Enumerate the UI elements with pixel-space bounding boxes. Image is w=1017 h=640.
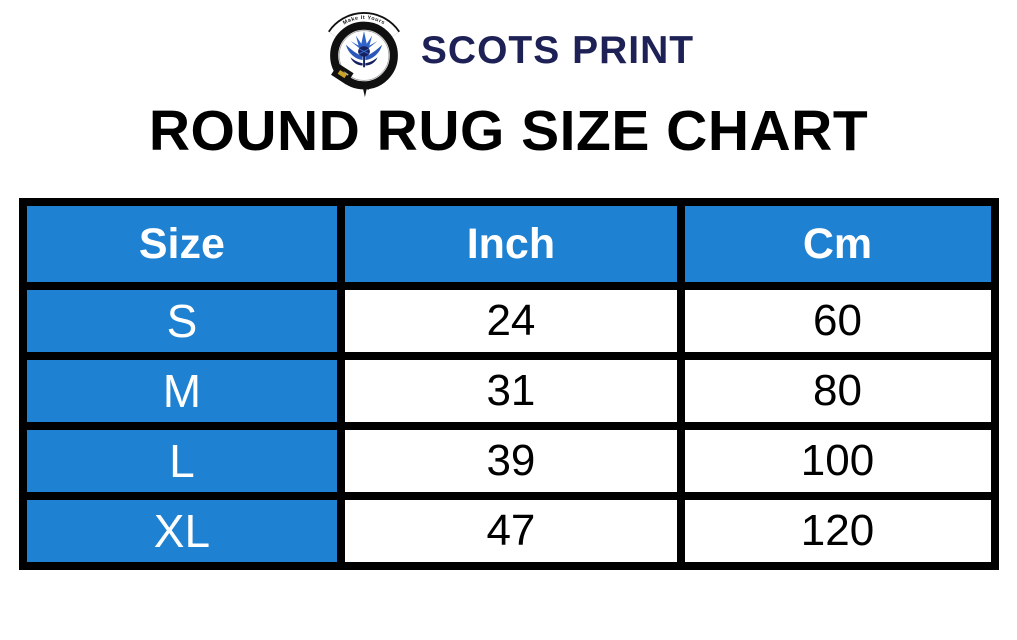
cm-cell: 60	[676, 282, 999, 360]
thistle-icon	[345, 31, 382, 68]
ribbon-band	[329, 13, 399, 38]
size-chart-table: Size Inch Cm S 24 60 M 31 80 L 39 100 XL…	[18, 198, 999, 570]
column-header-size: Size	[18, 198, 346, 290]
cm-cell: 80	[676, 352, 999, 430]
brand-name: SCOTS PRINT	[420, 29, 695, 72]
size-cell: L	[18, 422, 346, 500]
table-header-row: Size Inch Cm	[18, 198, 999, 290]
scots-print-crest-logo: Make It Yours	[327, 12, 400, 98]
inch-cell: 39	[337, 422, 685, 500]
inch-cell: 24	[337, 282, 685, 360]
inch-cell: 31	[337, 352, 685, 430]
table-row: M 31 80	[18, 352, 999, 430]
size-cell: M	[18, 352, 346, 430]
belt-buckle	[330, 63, 354, 85]
column-header-inch: Inch	[337, 198, 685, 290]
table-row: S 24 60	[18, 282, 999, 360]
strap-tail	[359, 80, 372, 98]
table-row: L 39 100	[18, 422, 999, 500]
brand-header: Make It Yours SCOTS PRINT	[0, 0, 1017, 98]
page-title: ROUND RUG SIZE CHART	[148, 99, 869, 163]
inch-cell: 47	[337, 492, 685, 570]
table-row: XL 47 120	[18, 492, 999, 570]
column-header-cm: Cm	[676, 198, 999, 290]
cm-cell: 120	[676, 492, 999, 570]
motto-text: Make It Yours	[342, 15, 386, 26]
size-cell: XL	[18, 492, 346, 570]
inner-ring	[338, 30, 390, 81]
cm-cell: 100	[676, 422, 999, 500]
size-cell: S	[18, 282, 346, 360]
